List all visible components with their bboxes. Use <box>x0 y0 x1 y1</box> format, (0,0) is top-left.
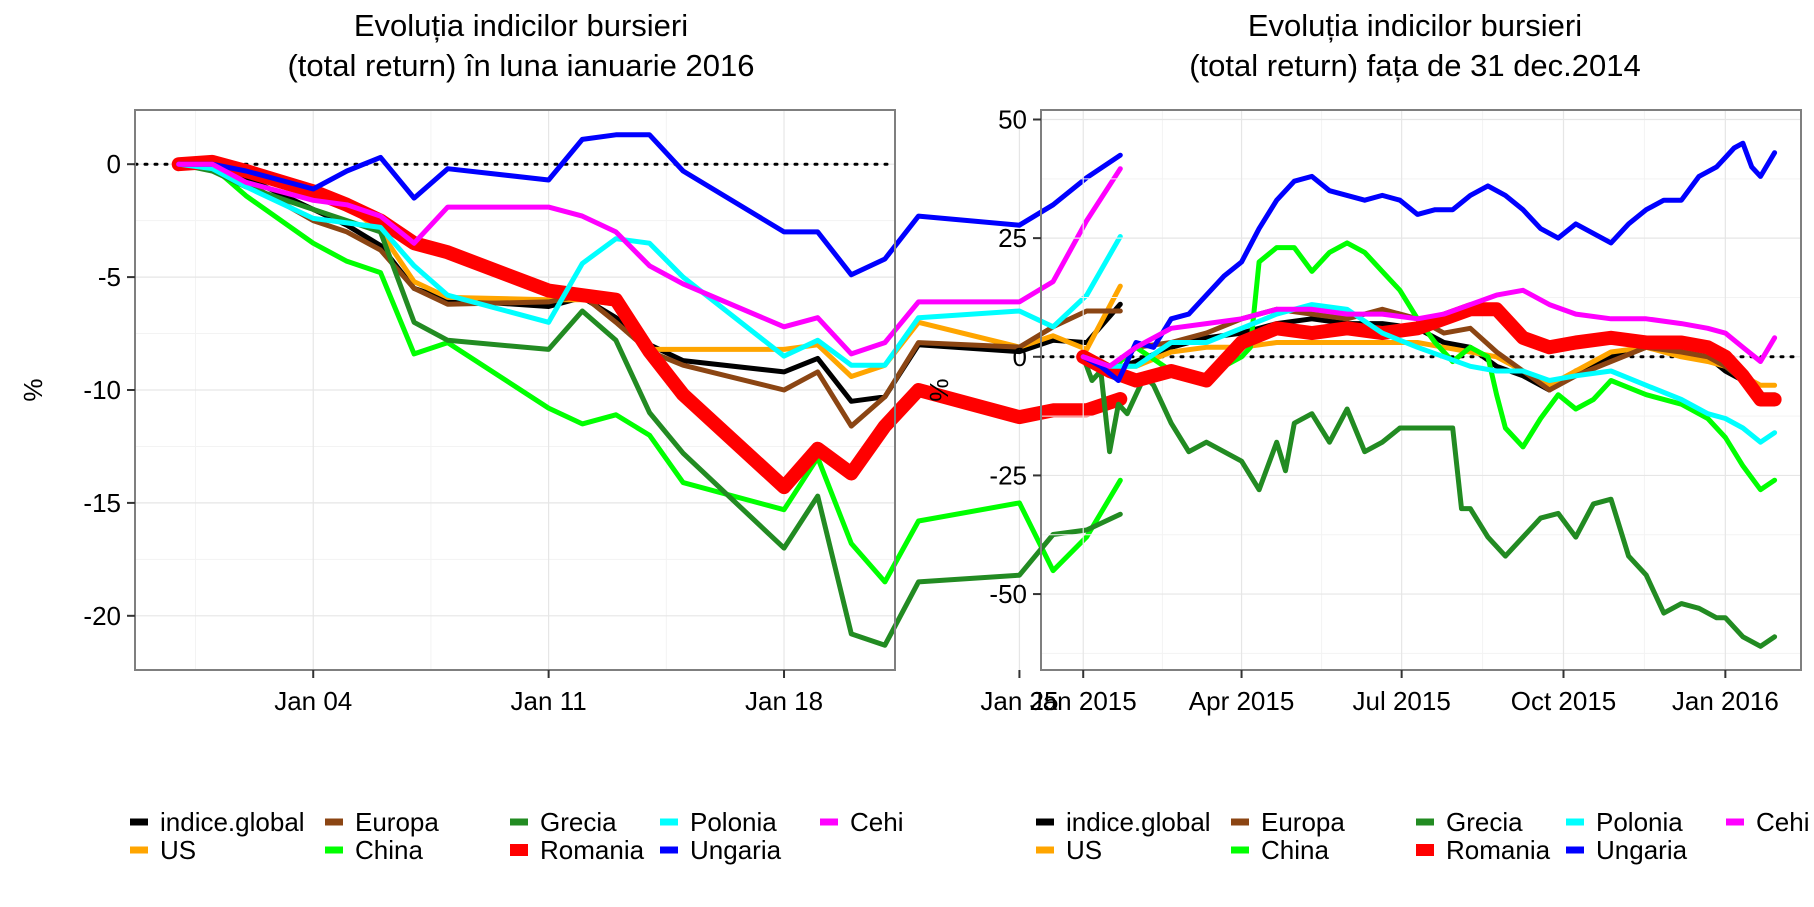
legend-item: indice.global <box>1036 807 1211 837</box>
legend-item: Romania <box>1416 835 1551 865</box>
legend-label: Ungaria <box>690 835 782 865</box>
series-line-europa <box>1080 306 1778 398</box>
legend-label: Europa <box>1261 807 1345 837</box>
y-tick-label: -20 <box>83 601 121 631</box>
y-tick-label: -10 <box>83 375 121 405</box>
legend-label: Grecia <box>540 807 617 837</box>
y-tick-label: -25 <box>989 460 1027 490</box>
legend-label: US <box>1066 835 1102 865</box>
y-tick-label: 50 <box>998 104 1027 134</box>
y-tick-label: -15 <box>83 488 121 518</box>
legend-item: indice.global <box>130 807 305 837</box>
x-tick-label: Jul 2015 <box>1352 686 1450 716</box>
legend-label: indice.global <box>1066 807 1211 837</box>
chart-title-line2: (total return) fața de 31 dec.2014 <box>1189 48 1641 83</box>
legend-label: Cehi <box>1756 807 1809 837</box>
legend-label: Europa <box>355 807 439 837</box>
legend-label: indice.global <box>160 807 305 837</box>
legend-label: Romania <box>1446 835 1551 865</box>
legend-label: Polonia <box>1596 807 1683 837</box>
x-tick-label: Jan 18 <box>745 686 823 716</box>
series-line-grecia <box>176 161 1123 648</box>
x-tick-label: Jan 04 <box>274 686 352 716</box>
series-line-ungaria <box>176 132 1123 278</box>
series-line-romania <box>171 154 1128 495</box>
legend-item: Grecia <box>1416 807 1523 837</box>
series-line-cehi <box>1080 287 1778 369</box>
chart-right: Evoluția indicilor bursieri (total retur… <box>924 8 1809 865</box>
series-line-ungaria <box>1080 140 1778 383</box>
legend-item: Grecia <box>510 807 617 837</box>
legend-item: Cehi <box>1726 807 1809 837</box>
series-line-polonia <box>1080 302 1778 445</box>
x-tick-label: Jan 11 <box>511 686 587 716</box>
y-tick-label: 25 <box>998 223 1027 253</box>
chart-left: Evoluția indicilor bursieri (total retur… <box>18 8 1128 865</box>
x-tick-label: Jan 25 <box>980 686 1058 716</box>
legend-label: Cehi <box>850 807 903 837</box>
legend-item: Romania <box>510 835 645 865</box>
x-tick-label: Oct 2015 <box>1511 686 1617 716</box>
series-line-us <box>1080 340 1778 388</box>
y-tick-label: -50 <box>989 579 1027 609</box>
series-line-polonia <box>176 161 1123 368</box>
chart-title-line1: Evoluția indicilor bursieri <box>354 8 688 43</box>
legend-item: Polonia <box>660 807 777 837</box>
legend-item: China <box>1231 835 1329 865</box>
y-axis-label: % <box>924 378 954 401</box>
legend-item: US <box>130 835 196 865</box>
legend-item: Cehi <box>820 807 903 837</box>
legend-item: Ungaria <box>1566 835 1688 865</box>
series-line-china <box>1080 240 1778 493</box>
plot-panel-border <box>1040 109 1802 671</box>
legend-item: Europa <box>325 807 439 837</box>
legend-label: Ungaria <box>1596 835 1688 865</box>
chart-title-line1: Evoluția indicilor bursieri <box>1248 8 1582 43</box>
x-tick-label: Jan 2016 <box>1672 686 1779 716</box>
series-line-china <box>176 161 1123 585</box>
legend-item: Ungaria <box>660 835 782 865</box>
series-line-grecia <box>1080 354 1778 649</box>
y-tick-label: -5 <box>98 262 121 292</box>
y-tick-label: 0 <box>1013 342 1027 372</box>
x-tick-label: Apr 2015 <box>1189 686 1295 716</box>
legend-label: China <box>1261 835 1329 865</box>
y-axis-label: % <box>18 378 48 401</box>
legend-item: Polonia <box>1566 807 1683 837</box>
series-line-romania <box>1076 302 1782 407</box>
legend-label: Romania <box>540 835 645 865</box>
legend-label: China <box>355 835 423 865</box>
legend-label: Polonia <box>690 807 777 837</box>
legend-label: US <box>160 835 196 865</box>
legend-item: US <box>1036 835 1102 865</box>
chart-title-line2: (total return) în luna ianuarie 2016 <box>287 48 754 83</box>
legend-label: Grecia <box>1446 807 1523 837</box>
x-tick-label: Jan 2015 <box>1030 686 1137 716</box>
y-tick-label: 0 <box>107 149 121 179</box>
legend-item: Europa <box>1231 807 1345 837</box>
series-line-cehi <box>176 161 1123 357</box>
legend-item: China <box>325 835 423 865</box>
